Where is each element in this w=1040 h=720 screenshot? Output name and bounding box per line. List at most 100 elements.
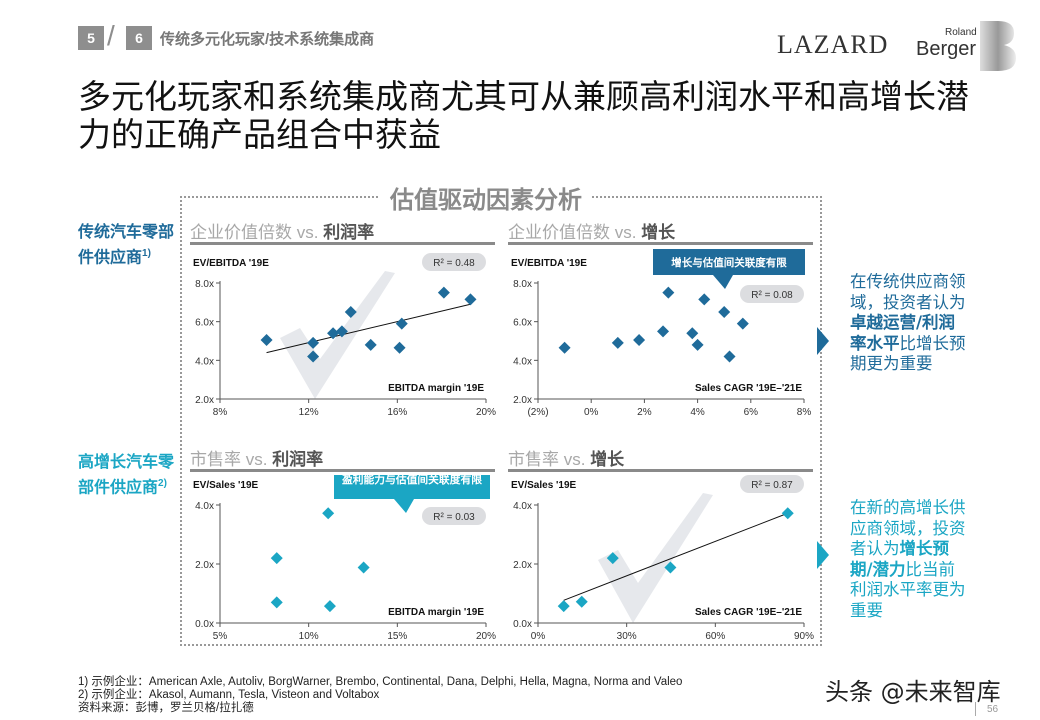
data-point bbox=[323, 600, 336, 613]
frame-title: 估值驱动因素分析 bbox=[380, 180, 592, 215]
data-point bbox=[664, 561, 677, 574]
section-total-badge: 6 bbox=[126, 26, 152, 50]
y-tick-label: 6.0x bbox=[195, 318, 214, 329]
segment-label-traditional: 传统汽车零部件供应商1) bbox=[78, 224, 175, 267]
section-title: 传统多元化玩家/技术系统集成商 bbox=[160, 31, 375, 48]
x-tick-label: 60% bbox=[705, 631, 725, 642]
y-tick-label: 4.0x bbox=[513, 501, 532, 512]
y-tick-label: 6.0x bbox=[513, 318, 532, 329]
x-tick-label: 30% bbox=[617, 631, 637, 642]
data-point bbox=[364, 338, 377, 351]
data-point bbox=[557, 600, 570, 613]
y-tick-label: 8.0x bbox=[513, 279, 532, 290]
page-number: 56 bbox=[987, 704, 999, 715]
insight-high-growth: 在新的高增长供应商领域，投资者认为增长预期/潜力比当前利润水平率更为重要 bbox=[850, 498, 966, 620]
data-point bbox=[657, 325, 670, 338]
x-tick-label: 2% bbox=[637, 407, 652, 418]
x-tick-label: 0% bbox=[531, 631, 546, 642]
page-title: 多元化玩家和系统集成商尤其可从兼顾高利润水平和高增长潜力的正确产品组合中获益 bbox=[78, 77, 969, 154]
data-point bbox=[260, 334, 273, 347]
chart-title: 市售率 vs. 利润率 bbox=[190, 450, 324, 469]
data-point bbox=[781, 507, 794, 520]
x-tick-label: 10% bbox=[299, 631, 319, 642]
y-axis-title: EV/EBITDA '19E bbox=[511, 258, 587, 269]
x-axis-title: Sales CAGR '19E–'21E bbox=[695, 607, 802, 618]
page-divider bbox=[975, 702, 976, 716]
chart-title-rule bbox=[190, 242, 495, 245]
y-tick-label: 0.0x bbox=[195, 619, 214, 630]
data-point bbox=[691, 338, 704, 351]
data-point bbox=[335, 325, 348, 338]
y-tick-label: 4.0x bbox=[195, 501, 214, 512]
chart-title: 企业价值倍数 vs. 增长 bbox=[508, 223, 676, 242]
x-axis-title: EBITDA margin '19E bbox=[388, 383, 484, 394]
r-squared-badge: R² = 0.48 bbox=[422, 253, 486, 271]
callout-text: 盈利能力与估值间关联度有限 bbox=[341, 475, 483, 486]
data-point bbox=[437, 286, 450, 299]
x-tick-label: 0% bbox=[584, 407, 599, 418]
scatter-chart: 2.0x 4.0x 6.0x 8.0x (2%) 0% 2% 4% 6% 8% EV/EBITDA … bbox=[511, 249, 811, 418]
source-note: 资料来源：彭博，罗兰贝格/拉扎德 bbox=[78, 702, 254, 714]
data-point bbox=[307, 350, 320, 363]
data-point bbox=[464, 293, 477, 306]
chart-title: 企业价值倍数 vs. 利润率 bbox=[190, 223, 375, 242]
y-tick-label: 4.0x bbox=[195, 356, 214, 367]
chart-title-rule bbox=[508, 242, 813, 245]
scatter-chart: 0.0x 2.0x 4.0x 0% 30% 60% 90% EV/Sales '19E Sale… bbox=[511, 475, 814, 642]
x-tick-label: 4% bbox=[690, 407, 705, 418]
data-point bbox=[558, 341, 571, 354]
data-point bbox=[698, 293, 711, 306]
x-axis-title: Sales CAGR '19E–'21E bbox=[695, 383, 802, 394]
data-point bbox=[395, 317, 408, 330]
y-axis-title: EV/Sales '19E bbox=[511, 480, 577, 491]
segment-label-high-growth: 高增长汽车零部件供应商2) bbox=[78, 454, 175, 497]
callout-box: 增长与估值间关联度有限 bbox=[653, 249, 805, 289]
r-squared-badge: R² = 0.03 bbox=[422, 507, 486, 525]
trendline bbox=[563, 512, 788, 601]
data-point bbox=[723, 350, 736, 363]
section-divider: / bbox=[107, 20, 115, 51]
r-squared-badge: R² = 0.08 bbox=[740, 285, 804, 303]
x-tick-label: 90% bbox=[794, 631, 814, 642]
footnote-1: 1) 示例企业：American Axle, Autoliv, BorgWarn… bbox=[78, 676, 683, 688]
y-tick-label: 2.0x bbox=[513, 395, 532, 406]
x-tick-label: 20% bbox=[476, 407, 496, 418]
svg-text:R² = 0.87: R² = 0.87 bbox=[751, 480, 793, 491]
y-tick-label: 2.0x bbox=[513, 560, 532, 571]
x-tick-label: 6% bbox=[744, 407, 759, 418]
x-tick-label: 5% bbox=[213, 631, 228, 642]
roland-berger-logo-roland: Roland bbox=[945, 27, 977, 38]
y-tick-label: 4.0x bbox=[513, 356, 532, 367]
data-point bbox=[270, 596, 283, 609]
footnote-2: 2) 示例企业：Akasol, Aumann, Tesla, Visteon a… bbox=[78, 689, 380, 701]
data-point bbox=[686, 327, 699, 340]
arrow-right-icon bbox=[817, 541, 829, 569]
data-point bbox=[357, 561, 370, 574]
r-squared-badge: R² = 0.87 bbox=[740, 475, 804, 493]
y-tick-label: 2.0x bbox=[195, 395, 214, 406]
x-tick-label: 12% bbox=[299, 407, 319, 418]
data-point bbox=[344, 306, 357, 318]
x-tick-label: (2%) bbox=[527, 407, 548, 418]
chart-title-rule bbox=[508, 469, 813, 472]
footnotes: 1) 示例企业：American Axle, Autoliv, BorgWarn… bbox=[78, 676, 682, 715]
lazard-logo: LAZARD bbox=[777, 30, 889, 59]
y-tick-label: 0.0x bbox=[513, 619, 532, 630]
scatter-chart: 0.0x 2.0x 4.0x 5% 10% 15% 20% EV/Sales '19E EBIT… bbox=[193, 475, 496, 642]
data-point bbox=[736, 317, 749, 330]
insight-traditional: 在传统供应商领域，投资者认为卓越运营/利润率水平比增长预期更为重要 bbox=[850, 272, 966, 373]
checkmark-watermark-icon bbox=[598, 493, 713, 623]
chart-title-rule bbox=[190, 469, 495, 472]
section-current-badge: 5 bbox=[78, 26, 104, 50]
x-tick-label: 16% bbox=[387, 407, 407, 418]
roland-berger-logo-berger: Berger bbox=[916, 38, 977, 60]
data-point bbox=[575, 595, 588, 608]
arrow-right-icon bbox=[817, 327, 829, 355]
data-point bbox=[393, 341, 406, 354]
scatter-chart: 2.0x 4.0x 6.0x 8.0x 8% 12% 16% 20% EV/EBITDA '19… bbox=[193, 253, 496, 418]
svg-text:R² = 0.48: R² = 0.48 bbox=[433, 258, 475, 269]
watermark-text: 头条 @未来智库 bbox=[825, 678, 1001, 706]
data-point bbox=[322, 507, 335, 520]
svg-text:R² = 0.03: R² = 0.03 bbox=[433, 512, 475, 523]
data-point bbox=[718, 306, 731, 318]
